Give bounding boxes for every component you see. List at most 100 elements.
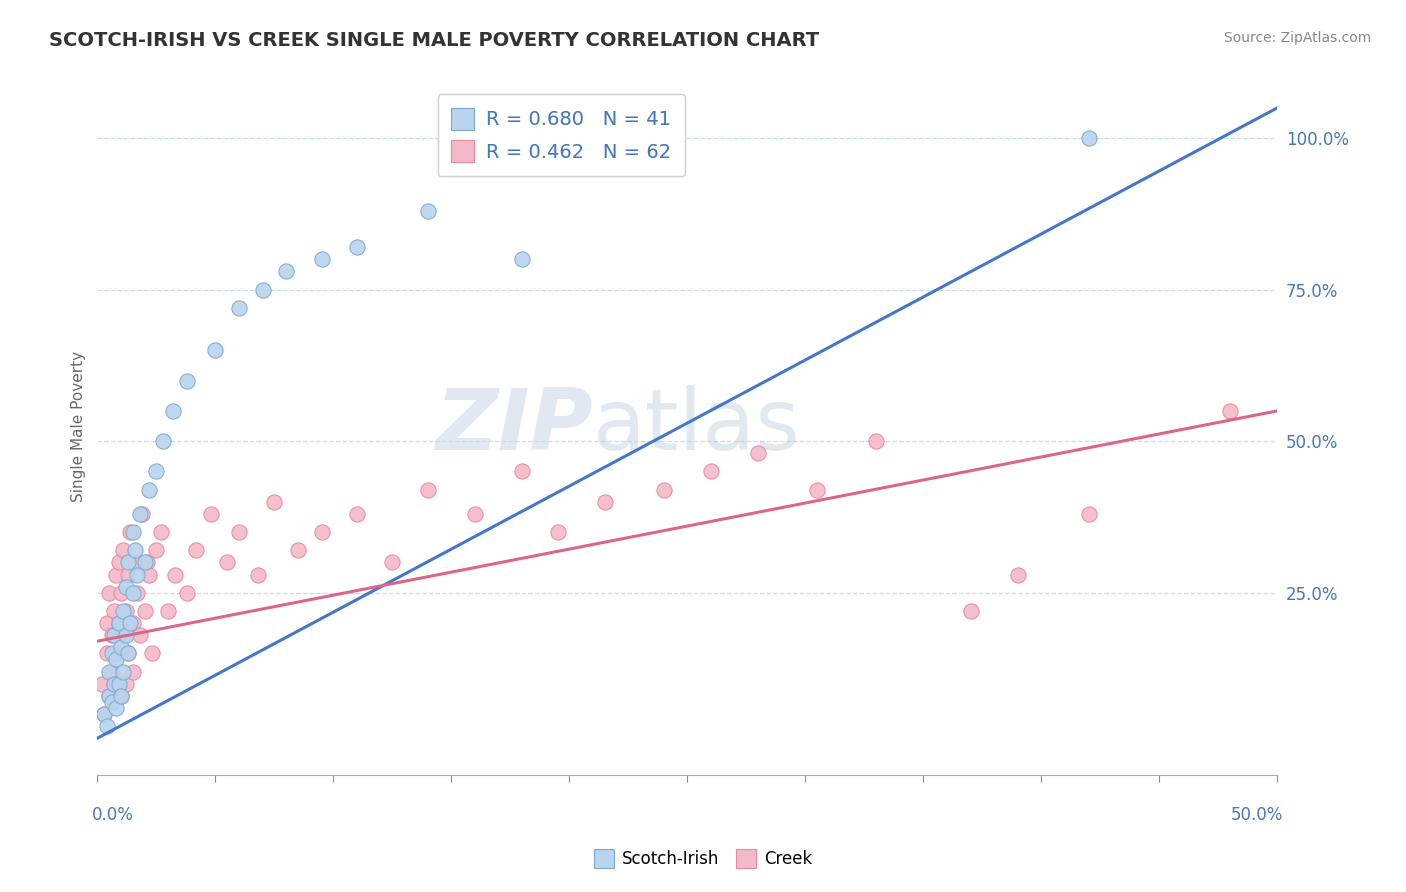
Point (93, 706, 115, 721)
Point (103, 676, 125, 690)
Text: SCOTCH-IRISH VS CREEK SINGLE MALE POVERTY CORRELATION CHART: SCOTCH-IRISH VS CREEK SINGLE MALE POVERT… (49, 31, 820, 50)
Point (204, 343, 226, 358)
Point (865, 434, 887, 449)
Point (96, 719, 118, 733)
Point (124, 543, 146, 558)
Point (120, 615, 142, 630)
Point (252, 283, 274, 297)
Point (176, 374, 198, 388)
Point (276, 264, 298, 278)
Point (1007, 567, 1029, 582)
Text: ZIP: ZIP (436, 384, 593, 467)
Point (98, 689, 121, 703)
Point (346, 240, 368, 254)
Point (176, 585, 198, 599)
Point (959, 604, 981, 618)
Point (105, 567, 128, 582)
Point (311, 252, 333, 267)
Point (416, 203, 439, 218)
Point (103, 604, 125, 618)
Text: 50.0%: 50.0% (1232, 806, 1284, 824)
Point (121, 615, 143, 630)
Point (93, 706, 115, 721)
Point (1077, 131, 1099, 145)
Point (107, 676, 129, 690)
Point (112, 628, 135, 642)
Point (162, 404, 184, 418)
Y-axis label: Single Male Poverty: Single Male Poverty (72, 351, 86, 501)
Point (121, 665, 143, 679)
Point (105, 646, 128, 660)
Point (547, 525, 569, 540)
Point (1077, 507, 1099, 521)
Point (114, 676, 136, 690)
Point (141, 646, 163, 660)
Point (98, 585, 121, 599)
Point (145, 543, 167, 558)
Point (105, 701, 128, 715)
Point (135, 555, 157, 569)
Point (217, 555, 239, 569)
Point (806, 483, 828, 497)
Point (103, 628, 125, 642)
Point (464, 507, 486, 521)
Point (121, 525, 143, 540)
Point (100, 646, 122, 660)
Point (128, 628, 150, 642)
Point (117, 646, 139, 660)
Point (127, 585, 149, 599)
Point (186, 543, 208, 558)
Point (98, 689, 121, 703)
Point (128, 507, 150, 521)
Point (228, 301, 250, 315)
Point (100, 665, 122, 679)
Point (103, 676, 125, 690)
Point (114, 604, 136, 618)
Text: atlas: atlas (593, 384, 801, 467)
Point (134, 555, 156, 569)
Point (110, 689, 132, 703)
Point (134, 604, 156, 618)
Point (652, 483, 675, 497)
Point (263, 495, 285, 509)
Point (124, 555, 146, 569)
Point (117, 555, 139, 569)
Point (114, 628, 136, 642)
Legend: Scotch-Irish, Creek: Scotch-Irish, Creek (586, 842, 820, 875)
Point (131, 507, 153, 521)
Point (105, 652, 128, 666)
Point (287, 543, 309, 558)
Point (747, 446, 769, 460)
Legend: R = 0.680   N = 41, R = 0.462   N = 62: R = 0.680 N = 41, R = 0.462 N = 62 (437, 95, 685, 176)
Point (91, 676, 114, 690)
Point (145, 465, 167, 479)
Point (150, 525, 173, 540)
Point (96, 615, 118, 630)
Point (107, 615, 129, 630)
Point (98, 665, 121, 679)
Point (138, 567, 160, 582)
Point (200, 507, 222, 521)
Point (165, 567, 187, 582)
Point (121, 585, 143, 599)
Point (510, 465, 533, 479)
Point (381, 555, 404, 569)
Text: Source: ZipAtlas.com: Source: ZipAtlas.com (1223, 31, 1371, 45)
Point (138, 483, 160, 497)
Point (100, 695, 122, 709)
Point (1219, 404, 1241, 418)
Point (700, 465, 723, 479)
Point (228, 525, 250, 540)
Point (110, 585, 132, 599)
Point (107, 555, 129, 569)
Point (510, 252, 533, 267)
Point (112, 543, 135, 558)
Point (593, 495, 616, 509)
Point (157, 604, 180, 618)
Point (107, 615, 129, 630)
Point (346, 507, 368, 521)
Point (100, 628, 122, 642)
Point (117, 646, 139, 660)
Point (152, 434, 174, 449)
Point (311, 525, 333, 540)
